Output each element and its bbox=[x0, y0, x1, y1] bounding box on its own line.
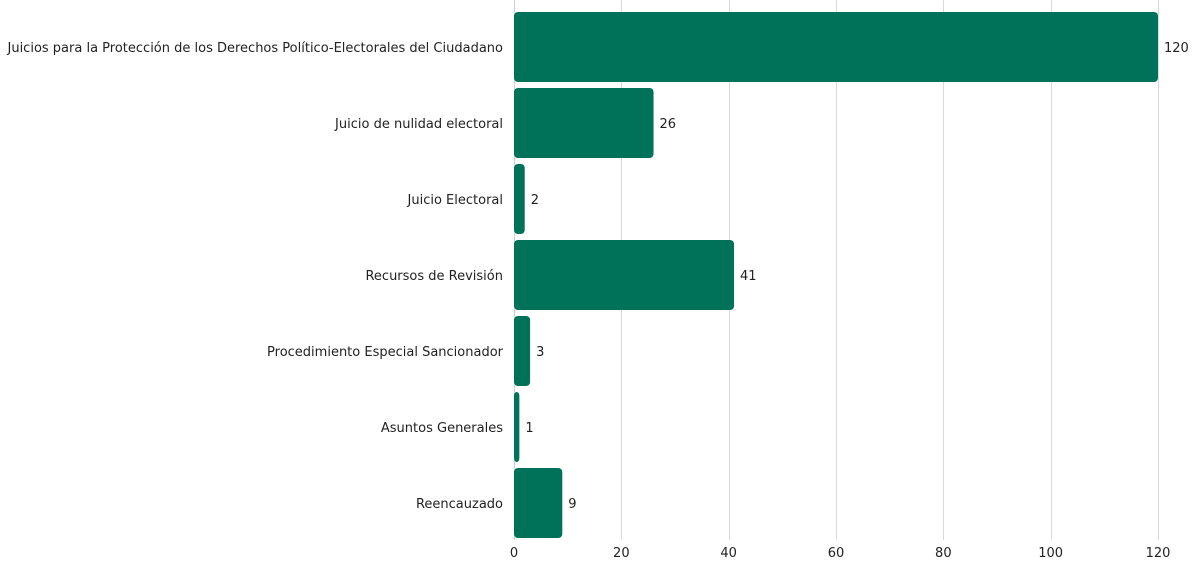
value-label: 9 bbox=[568, 497, 576, 512]
category-labels: Juicios para la Protección de los Derech… bbox=[7, 41, 504, 512]
x-tick-label: 120 bbox=[1146, 546, 1171, 561]
x-tick-label: 0 bbox=[510, 546, 518, 561]
bar[interactable] bbox=[514, 240, 735, 310]
value-label: 1 bbox=[525, 421, 533, 436]
category-label: Procedimiento Especial Sancionador bbox=[267, 345, 504, 360]
category-label: Juicio de nulidad electoral bbox=[334, 117, 503, 132]
x-tick-label: 100 bbox=[1038, 546, 1063, 561]
value-label: 120 bbox=[1164, 41, 1189, 56]
bar[interactable] bbox=[514, 468, 563, 538]
bars bbox=[514, 12, 1158, 538]
x-tick-label: 40 bbox=[720, 546, 737, 561]
x-tick-label: 20 bbox=[613, 546, 630, 561]
bar[interactable] bbox=[514, 392, 520, 462]
bar[interactable] bbox=[514, 316, 531, 386]
value-label: 41 bbox=[740, 269, 757, 284]
x-axis-ticks: 0 20 40 60 80 100 120 bbox=[510, 546, 1171, 561]
category-label: Asuntos Generales bbox=[381, 421, 503, 436]
category-label: Juicio Electoral bbox=[407, 193, 503, 208]
x-tick-label: 60 bbox=[828, 546, 845, 561]
x-tick-label: 80 bbox=[935, 546, 952, 561]
bar[interactable] bbox=[514, 164, 525, 234]
value-label: 3 bbox=[536, 345, 544, 360]
bar[interactable] bbox=[514, 88, 654, 158]
category-label: Recursos de Revisión bbox=[365, 269, 503, 284]
category-label: Reencauzado bbox=[416, 497, 503, 512]
bar[interactable] bbox=[514, 12, 1158, 82]
value-labels: 120 26 2 41 3 1 9 bbox=[525, 41, 1188, 512]
value-label: 2 bbox=[531, 193, 539, 208]
value-label: 26 bbox=[660, 117, 677, 132]
category-label: Juicios para la Protección de los Derech… bbox=[7, 41, 504, 56]
